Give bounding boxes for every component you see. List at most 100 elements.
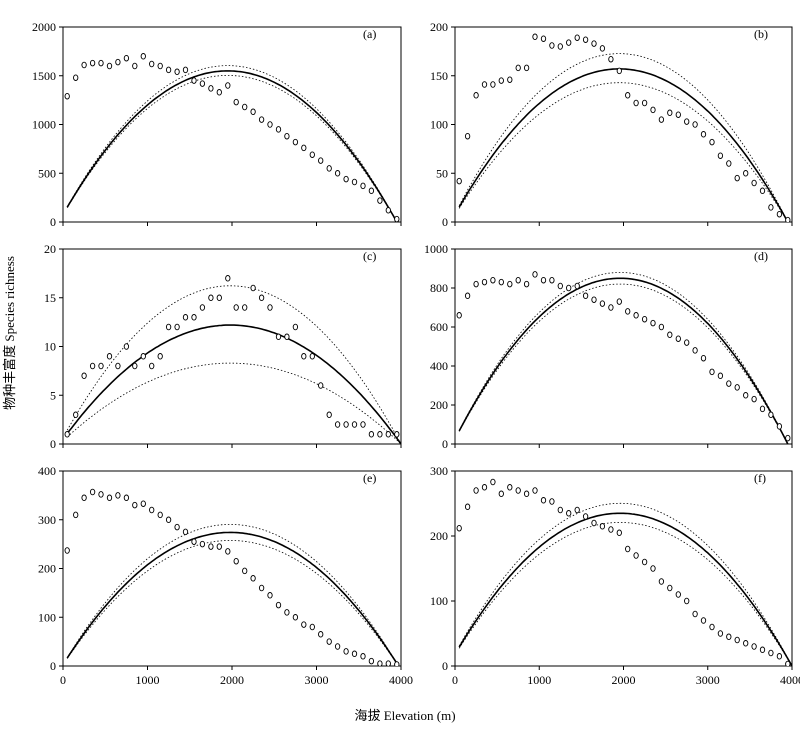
lower-ci-line [458, 522, 792, 666]
y-tick-label: 1000 [424, 242, 448, 256]
data-point [149, 362, 155, 370]
data-point [64, 92, 70, 100]
data-point [582, 292, 589, 300]
data-point [165, 66, 172, 74]
data-point [275, 333, 282, 341]
data-point [692, 347, 698, 354]
data-point [549, 42, 555, 49]
data-point [242, 103, 248, 111]
plot-frame [454, 470, 793, 667]
data-point [309, 623, 315, 631]
data-point [633, 312, 639, 319]
lower-ci-line [66, 539, 398, 664]
data-point [523, 490, 530, 498]
panel-label: (b) [754, 27, 768, 41]
plot-area [64, 275, 401, 444]
y-tick-label: 200 [430, 20, 448, 34]
lower-ci-line [458, 283, 789, 444]
data-point [284, 333, 290, 341]
plot-frame [62, 470, 402, 667]
data-point [473, 280, 479, 288]
data-point [284, 609, 290, 616]
data-point [734, 636, 740, 644]
data-point [360, 182, 366, 190]
data-point [473, 487, 479, 494]
fitted-curve [66, 70, 398, 222]
data-point [360, 421, 366, 428]
data-point [456, 177, 462, 185]
data-point [182, 528, 189, 536]
data-point [599, 300, 606, 307]
plot-area [456, 271, 791, 444]
panel-f: 010020030001000200030004000(f) [430, 464, 800, 687]
data-point [157, 353, 163, 360]
data-point [582, 36, 589, 43]
data-point [641, 558, 648, 566]
data-point [242, 304, 248, 311]
y-tick-label: 20 [44, 242, 56, 256]
data-point [751, 395, 757, 403]
fitted-curve [66, 324, 401, 444]
data-point [658, 323, 665, 331]
data-point [385, 431, 391, 438]
data-point [515, 276, 521, 284]
data-point [157, 511, 163, 519]
data-point [157, 62, 163, 70]
data-point [490, 81, 496, 88]
data-point [182, 66, 189, 74]
data-point [98, 491, 104, 498]
data-point [292, 323, 299, 331]
data-point [233, 557, 239, 565]
data-point [351, 650, 358, 658]
data-point [734, 384, 740, 391]
data-point [717, 372, 724, 380]
data-point [498, 490, 504, 498]
data-point [625, 92, 631, 99]
data-point [684, 339, 690, 346]
data-point [174, 323, 180, 331]
fitted-curve [458, 277, 789, 444]
data-point [301, 621, 307, 628]
panel-label: (c) [363, 249, 376, 263]
fitted-curve [458, 68, 789, 222]
data-point [165, 516, 172, 524]
data-point [574, 506, 580, 514]
data-point [743, 640, 749, 647]
data-point [751, 179, 757, 187]
data-point [481, 278, 488, 286]
data-point [258, 584, 265, 592]
data-point [574, 282, 580, 290]
data-point [692, 610, 698, 618]
data-point [242, 567, 248, 575]
data-point [684, 597, 690, 605]
data-point [98, 362, 104, 370]
data-point [174, 68, 180, 76]
panel-label: (a) [363, 27, 376, 41]
data-point [250, 108, 256, 116]
data-point [123, 54, 130, 62]
upper-ci-line [458, 53, 789, 222]
data-point [768, 204, 774, 211]
panel-label: (f) [754, 471, 766, 485]
lower-ci-line [66, 75, 398, 222]
data-point [216, 294, 222, 302]
data-point [301, 353, 307, 360]
data-point [334, 643, 341, 650]
data-point [776, 423, 783, 430]
y-tick-label: 1000 [32, 118, 56, 132]
y-tick-label: 0 [442, 659, 448, 673]
panel-label: (d) [754, 249, 768, 263]
panel-b: 0 50 100 150 200 (b) [430, 20, 793, 229]
y-tick-label: 800 [430, 281, 448, 295]
data-point [64, 547, 70, 554]
data-point [377, 660, 383, 666]
data-point [377, 431, 383, 438]
data-point [633, 552, 639, 559]
data-point [498, 77, 504, 84]
data-point [759, 187, 766, 195]
data-point [507, 76, 513, 83]
data-point [89, 59, 96, 67]
data-point [73, 411, 79, 419]
y-tick-label: 0 [442, 437, 448, 451]
